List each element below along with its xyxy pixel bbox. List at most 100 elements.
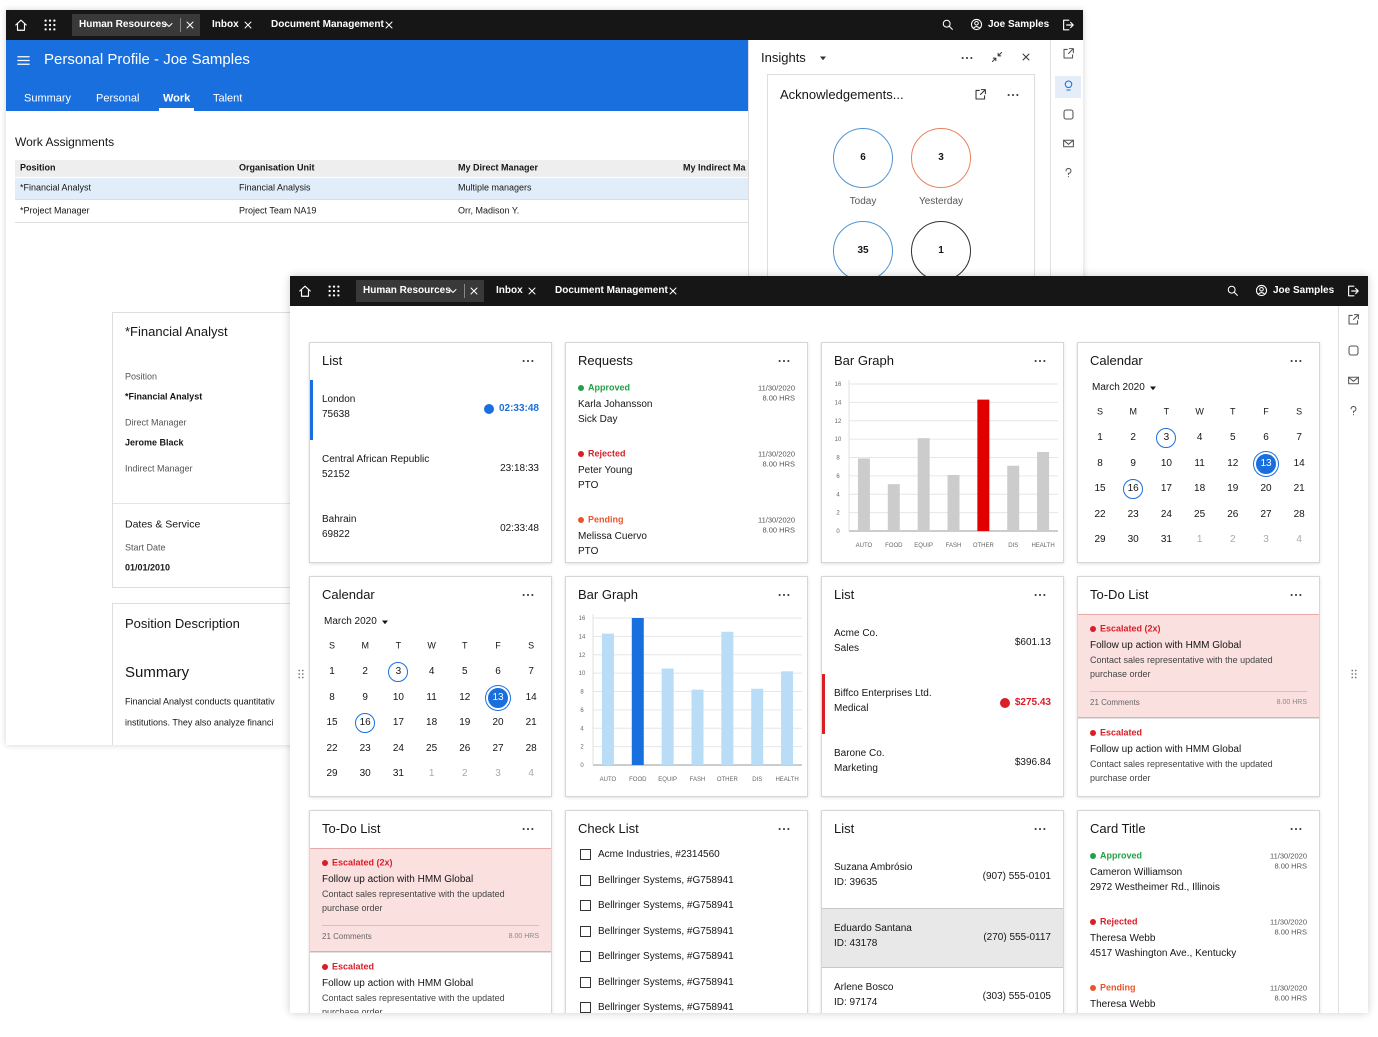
list-item[interactable]: Arlene Bosco ID: 97174 (303) 555-0105 bbox=[822, 968, 1063, 1013]
y-tick-label: 2 bbox=[580, 745, 584, 751]
checkbox[interactable] bbox=[580, 925, 591, 937]
x-icon[interactable] bbox=[667, 285, 679, 297]
grip-icon[interactable] bbox=[1347, 667, 1361, 681]
icon-shape bbox=[974, 20, 979, 26]
expand-icon[interactable] bbox=[1347, 313, 1360, 326]
card-title: Calendar bbox=[322, 587, 375, 603]
dots-icon[interactable] bbox=[777, 822, 791, 836]
checkbox[interactable] bbox=[580, 900, 591, 911]
header-tab[interactable]: Talent bbox=[213, 92, 243, 105]
caret-icon[interactable] bbox=[379, 616, 391, 628]
user-name[interactable]: Joe Samples bbox=[1273, 285, 1335, 296]
checkbox[interactable] bbox=[580, 874, 591, 886]
checkbox[interactable] bbox=[580, 951, 591, 962]
dots-icon[interactable] bbox=[777, 588, 791, 602]
todo-item[interactable]: Escalated Follow up action with HMM Globa… bbox=[1078, 718, 1319, 796]
dots-icon[interactable] bbox=[1289, 354, 1303, 368]
search-icon[interactable] bbox=[1226, 284, 1239, 297]
tab-label[interactable]: Document Management bbox=[555, 285, 668, 296]
header-tab[interactable]: Work bbox=[163, 92, 191, 105]
dots-icon[interactable] bbox=[1033, 354, 1047, 368]
todo-item[interactable]: Escalated (2x) Follow up action with HMM … bbox=[1078, 614, 1319, 718]
search-icon[interactable] bbox=[941, 18, 954, 31]
dots-icon[interactable] bbox=[777, 354, 791, 368]
dots-icon[interactable] bbox=[1289, 822, 1303, 836]
header-tab[interactable]: Summary bbox=[24, 92, 72, 105]
dots-icon[interactable] bbox=[960, 51, 974, 65]
list-item[interactable]: Bahrain 69822 02:33:48 bbox=[310, 500, 551, 560]
mail-icon[interactable] bbox=[1347, 374, 1360, 387]
x-icon[interactable] bbox=[526, 285, 538, 297]
x-icon[interactable] bbox=[468, 285, 480, 297]
tab-label[interactable]: Document Management bbox=[271, 19, 384, 30]
table-row[interactable] bbox=[15, 201, 748, 223]
bulb-icon[interactable] bbox=[1062, 79, 1075, 92]
grid-icon[interactable] bbox=[43, 18, 57, 32]
calendar-day: 7 bbox=[528, 666, 534, 677]
user-icon[interactable] bbox=[1255, 284, 1268, 297]
dots-icon[interactable] bbox=[521, 354, 535, 368]
dots-icon[interactable] bbox=[521, 822, 535, 836]
count-circle[interactable] bbox=[911, 128, 971, 188]
todo-item[interactable]: Escalated Follow up action with HMM Globa… bbox=[310, 952, 551, 1013]
tab-label[interactable]: Inbox bbox=[212, 19, 239, 30]
dots-icon[interactable] bbox=[521, 588, 535, 602]
grid-icon[interactable] bbox=[327, 284, 341, 298]
icon-shape bbox=[1034, 593, 1037, 597]
list-item[interactable]: London 75638 02:33:48 bbox=[310, 380, 551, 440]
x-icon[interactable] bbox=[1020, 51, 1032, 63]
x-tick-label: AUTO bbox=[856, 543, 873, 549]
expand-icon[interactable] bbox=[1062, 47, 1075, 60]
todo-item[interactable]: Escalated (2x) Follow up action with HMM … bbox=[310, 848, 551, 952]
todo-body: Contact sales representative with the up… bbox=[1090, 655, 1273, 679]
checkbox[interactable] bbox=[580, 976, 591, 988]
x-icon[interactable] bbox=[242, 19, 254, 31]
chat-icon[interactable] bbox=[1062, 108, 1075, 121]
tab-label[interactable]: Inbox bbox=[496, 285, 523, 296]
card: Bar Graph 0 2 4 6 8 10 12 14 16 AUTO FOOD EQUIP FASH O… bbox=[565, 576, 808, 797]
dots-icon[interactable] bbox=[1289, 588, 1303, 602]
count-circle[interactable] bbox=[833, 128, 893, 188]
calendar-month[interactable]: March 2020 bbox=[324, 616, 377, 627]
x-icon[interactable] bbox=[184, 19, 196, 31]
dots-icon[interactable] bbox=[1033, 588, 1047, 602]
tab-active[interactable]: Human Resources bbox=[72, 14, 200, 36]
calendar-month[interactable]: March 2020 bbox=[1092, 382, 1145, 393]
minimize-icon[interactable] bbox=[991, 51, 1003, 63]
expand-icon[interactable] bbox=[974, 88, 987, 101]
tab-active[interactable]: Human Resources bbox=[356, 280, 484, 302]
list-item[interactable]: Barone Co. Marketing $396.84 bbox=[822, 734, 1063, 794]
list-item[interactable]: Eduardo Santana ID: 43178 (270) 555-0117 bbox=[822, 908, 1063, 968]
dots-icon[interactable] bbox=[1033, 822, 1047, 836]
card-title: List bbox=[834, 821, 855, 837]
list-item[interactable]: Biffco Enterprises Ltd. Medical $275.43 bbox=[822, 674, 1063, 734]
checkbox[interactable] bbox=[580, 1002, 591, 1013]
day-highlight bbox=[1256, 453, 1276, 474]
home-icon[interactable] bbox=[298, 284, 312, 298]
help-icon[interactable] bbox=[1062, 166, 1075, 179]
menu-icon[interactable] bbox=[16, 53, 31, 68]
logout-icon[interactable] bbox=[1061, 18, 1075, 32]
logout-icon[interactable] bbox=[1346, 284, 1360, 298]
header-tab[interactable]: Personal bbox=[96, 92, 140, 105]
item-title: Biffco Enterprises Ltd. bbox=[834, 688, 932, 699]
mail-icon[interactable] bbox=[1062, 137, 1075, 150]
bar bbox=[857, 458, 870, 531]
list-item[interactable]: Suzana Ambrósio ID: 39635 (907) 555-0101 bbox=[822, 848, 1063, 908]
grip-icon[interactable] bbox=[294, 667, 308, 681]
user-name[interactable]: Joe Samples bbox=[988, 19, 1050, 30]
request-detail: Sick Day bbox=[578, 414, 618, 425]
list-item[interactable]: Central African Republic 52152 23:18:33 bbox=[310, 440, 551, 500]
home-icon[interactable] bbox=[14, 18, 28, 32]
caret-icon[interactable] bbox=[817, 52, 829, 64]
chat-icon[interactable] bbox=[1347, 344, 1360, 357]
x-icon[interactable] bbox=[383, 19, 395, 31]
help-icon[interactable] bbox=[1347, 404, 1360, 417]
caret-icon[interactable] bbox=[1147, 382, 1159, 394]
user-icon[interactable] bbox=[970, 18, 983, 31]
list-item[interactable]: Acme Co. Sales $601.13 bbox=[822, 614, 1063, 674]
item-subtitle: ID: 39635 bbox=[834, 877, 878, 888]
dots-icon[interactable] bbox=[1006, 88, 1020, 102]
table-row[interactable] bbox=[15, 178, 748, 200]
checkbox[interactable] bbox=[580, 849, 591, 860]
